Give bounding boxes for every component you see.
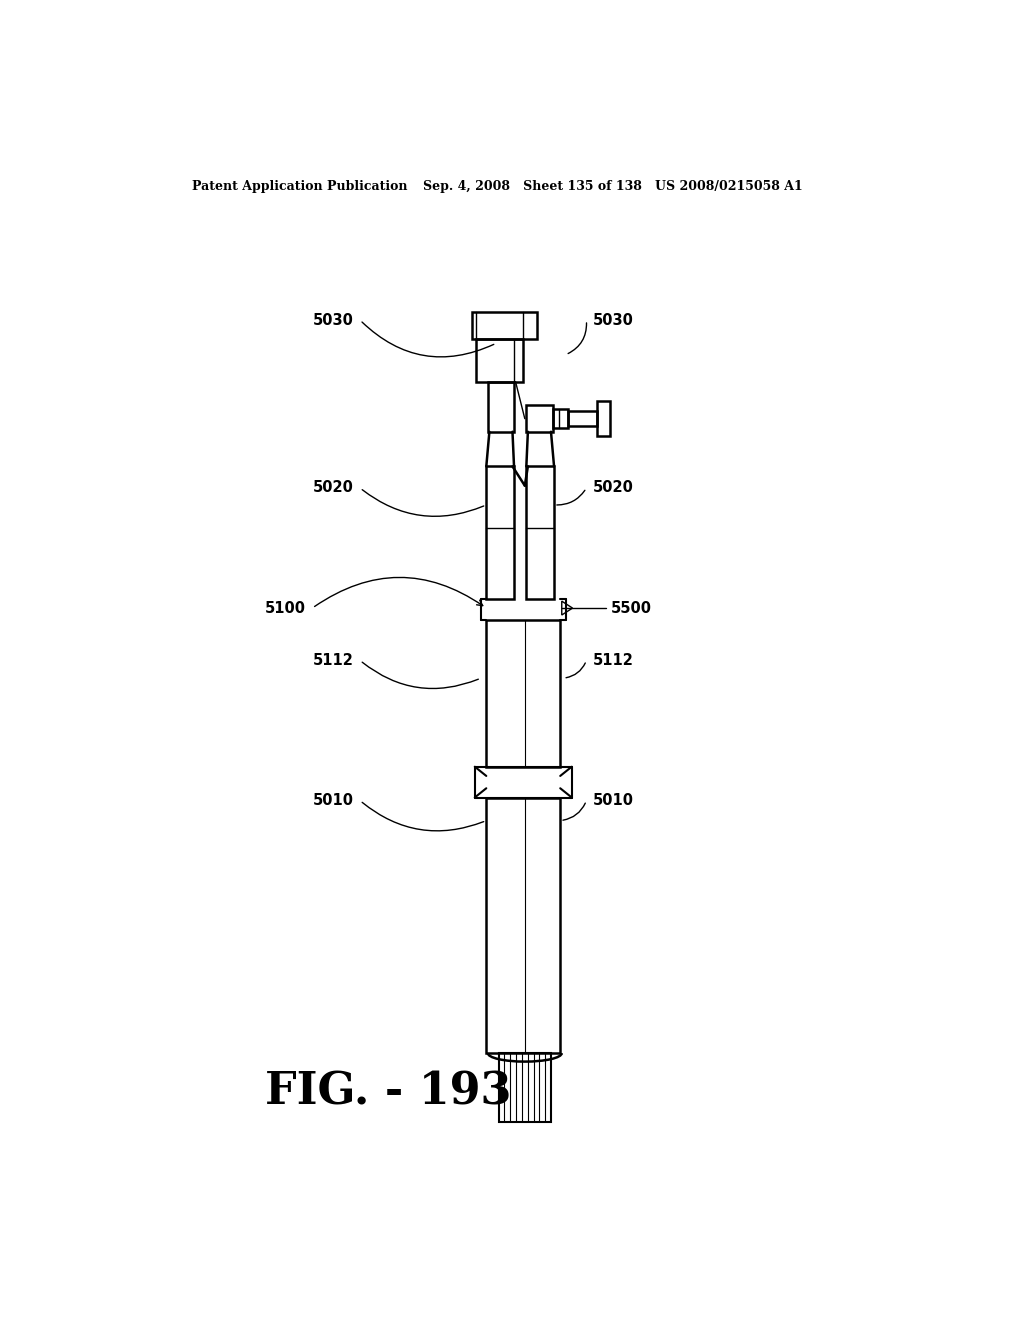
Text: 5010: 5010 xyxy=(313,793,354,808)
Bar xyxy=(526,405,553,432)
Text: Sep. 4, 2008   Sheet 135 of 138   US 2008/0215058 A1: Sep. 4, 2008 Sheet 135 of 138 US 2008/02… xyxy=(423,181,803,194)
Bar xyxy=(486,466,514,599)
Text: 5112: 5112 xyxy=(593,653,634,668)
Text: 5020: 5020 xyxy=(313,480,354,495)
Bar xyxy=(476,339,523,381)
Bar xyxy=(486,797,560,1053)
Bar xyxy=(487,381,514,432)
Text: 5500: 5500 xyxy=(611,601,652,615)
Bar xyxy=(568,411,597,425)
Bar xyxy=(499,1053,551,1122)
Text: 5100: 5100 xyxy=(265,601,306,615)
Text: 5010: 5010 xyxy=(593,793,634,808)
Text: 5020: 5020 xyxy=(593,480,634,495)
Text: 5030: 5030 xyxy=(313,313,354,327)
Text: FIG. - 193: FIG. - 193 xyxy=(265,1071,512,1114)
Bar xyxy=(553,409,568,428)
Bar xyxy=(526,466,554,599)
Text: Patent Application Publication: Patent Application Publication xyxy=(193,181,408,194)
Bar xyxy=(597,401,609,436)
Text: 5112: 5112 xyxy=(313,653,354,668)
Text: 5030: 5030 xyxy=(593,313,634,327)
Bar xyxy=(486,620,560,767)
Bar xyxy=(472,313,538,339)
